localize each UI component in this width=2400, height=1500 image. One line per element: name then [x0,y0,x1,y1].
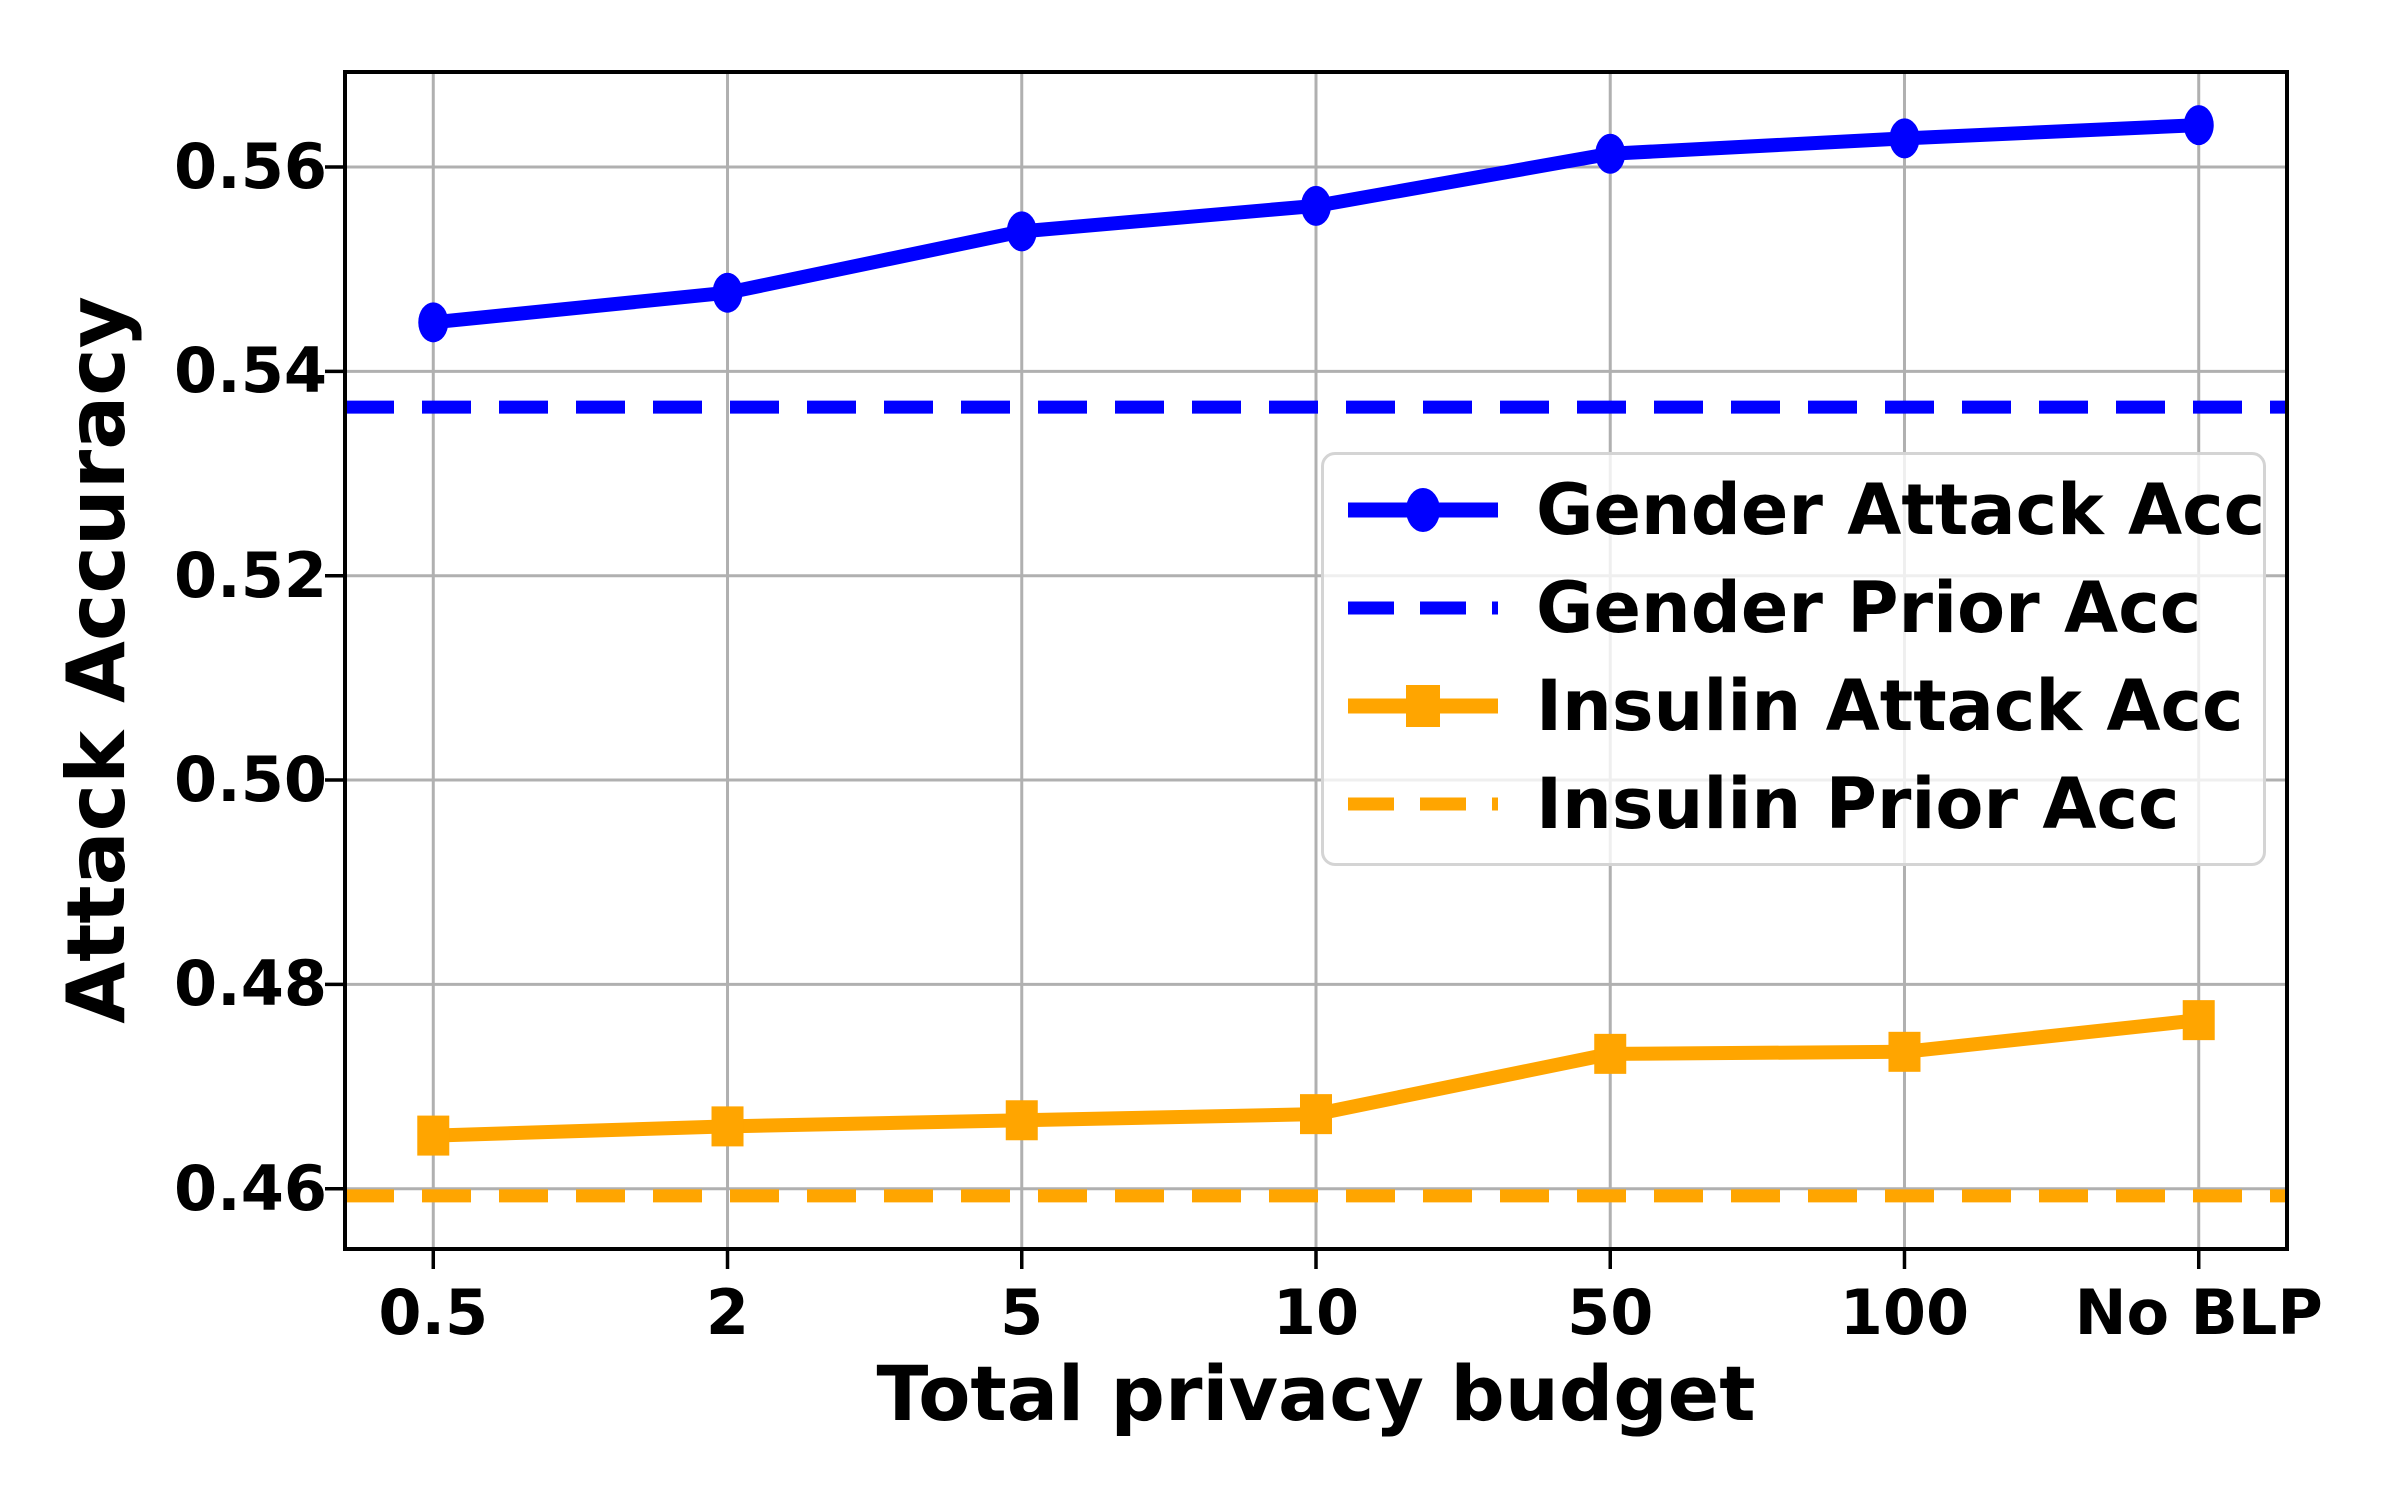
x-tick-label: 0.5 [378,1276,489,1349]
marker-square [417,1115,450,1156]
marker-circle [2183,105,2214,146]
marker-square [1888,1031,1921,1072]
legend-entry-insulin-attack-acc: Insulin Attack Acc [1324,657,2263,755]
marker-square [1300,1094,1332,1135]
legend-entry-gender-attack-acc: Gender Attack Acc [1324,461,2266,559]
legend-sample-line [1348,488,1498,532]
legend-sample-dashed-line [1348,797,1498,811]
x-tick-label: 50 [1567,1276,1654,1349]
y-tick-label: 0.48 [174,947,327,1021]
y-tick-label: 0.56 [174,130,327,204]
marker-circle [1006,211,1037,252]
legend-label: Insulin Prior Acc [1536,763,2180,845]
y-tick-label: 0.52 [174,538,327,612]
y-tick-label: 0.46 [174,1151,327,1225]
legend-sample-line [1348,685,1498,727]
marker-square [1594,1033,1627,1074]
marker-square [2182,1000,2215,1041]
x-tick-label: No BLP [2074,1276,2323,1349]
legend-entry-insulin-prior-acc: Insulin Prior Acc [1324,755,2263,853]
legend-label: Insulin Attack Acc [1536,665,2244,747]
marker-square [1005,1100,1038,1141]
legend-marker-square [1406,685,1440,727]
plot-frame [343,70,2289,1251]
marker-circle [1595,133,1626,174]
x-axis-title: Total privacy budget [876,1349,1756,1438]
plot-area [325,70,2289,1269]
legend-marker-circle [1406,488,1440,532]
marker-square [711,1106,744,1147]
marker-circle [418,302,449,343]
legend-label: Gender Prior Acc [1536,567,2202,649]
y-axis-title: Attack Accuracy [50,296,143,1024]
x-tick-label: 5 [1000,1276,1044,1349]
y-tick-label: 0.54 [174,334,327,408]
legend-label: Gender Attack Acc [1536,469,2266,551]
x-tick-label: 100 [1839,1276,1970,1349]
marker-circle [712,272,743,313]
legend: Gender Attack Acc Gender Prior Acc Insulin… [1321,452,2266,866]
y-tick-label: 0.50 [174,743,327,817]
x-tick-label: 2 [705,1276,750,1349]
legend-sample-dashed-line [1348,601,1498,615]
x-tick-label: 10 [1272,1276,1360,1349]
marker-circle [1301,185,1331,226]
legend-entry-gender-prior-acc: Gender Prior Acc [1324,559,2263,657]
marker-circle [1889,118,1920,159]
